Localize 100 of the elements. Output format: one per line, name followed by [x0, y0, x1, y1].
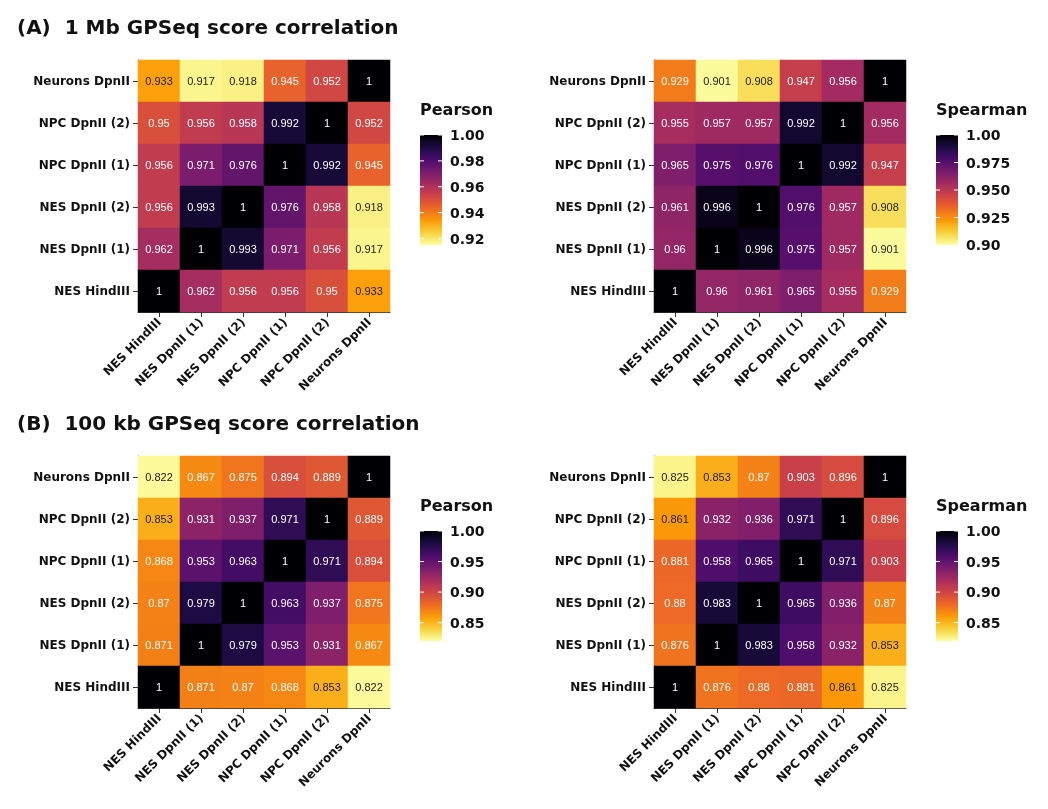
data-label: 0.983 [745, 639, 773, 651]
data-label: 0.993 [187, 201, 215, 213]
data-label: 0.961 [661, 201, 689, 213]
y-tick-label: Neurons DpnII [549, 470, 646, 484]
data-label: 1 [881, 471, 889, 483]
data-label: 0.87 [148, 597, 170, 609]
data-label: 1 [239, 201, 247, 213]
color-bar-label: 1.00 [450, 127, 485, 143]
data-label: 0.963 [271, 597, 299, 609]
data-label: 0.932 [703, 513, 731, 525]
data-label: 0.929 [661, 75, 689, 87]
data-label: 1 [281, 555, 289, 567]
data-label: 0.87 [232, 681, 254, 693]
color-bar-title: Spearman [936, 99, 1028, 119]
y-tick-label: NPC DpnII (2) [38, 512, 130, 526]
data-label: 0.87 [874, 597, 896, 609]
y-tick-label: NES DpnII (1) [39, 242, 130, 256]
data-label: 1 [839, 117, 847, 129]
data-label: 0.975 [787, 243, 815, 255]
color-bar-label: 0.90 [966, 237, 1001, 253]
data-label: 0.894 [271, 471, 299, 483]
data-label: 0.87 [748, 471, 770, 483]
data-label: 0.875 [355, 597, 383, 609]
y-tick-label: NES HindIII [54, 284, 130, 298]
data-label: 0.947 [871, 159, 899, 171]
data-label: 0.96 [664, 243, 686, 255]
data-label: 0.871 [145, 639, 173, 651]
y-tick-label: NES HindIII [570, 284, 646, 298]
data-label: 0.947 [787, 75, 815, 87]
data-label: 1 [713, 243, 721, 255]
data-label: 0.931 [187, 513, 215, 525]
data-label: 0.958 [229, 117, 257, 129]
data-label: 0.958 [787, 639, 815, 651]
data-label: 0.976 [787, 201, 815, 213]
data-label: 1 [365, 75, 373, 87]
data-label: 0.825 [871, 681, 899, 693]
color-bar-label: 0.94 [450, 204, 485, 221]
data-label: 0.971 [271, 513, 299, 525]
y-tick-label: NPC DpnII (2) [554, 512, 646, 526]
y-tick-label: NES DpnII (2) [39, 596, 130, 610]
data-label: 0.958 [703, 555, 731, 567]
data-label: 0.965 [787, 285, 815, 297]
data-label: 1 [197, 243, 205, 255]
data-label: 0.918 [355, 201, 383, 213]
y-tick-label: NPC DpnII (1) [38, 554, 130, 568]
data-label: 1 [155, 681, 163, 693]
color-bar-title: Spearman [936, 495, 1028, 515]
data-label: 0.965 [745, 555, 773, 567]
data-label: 0.983 [703, 597, 731, 609]
data-label: 1 [281, 159, 289, 171]
data-label: 0.956 [229, 285, 257, 297]
data-label: 0.971 [829, 555, 857, 567]
data-label: 0.971 [787, 513, 815, 525]
data-label: 0.917 [187, 75, 215, 87]
data-label: 0.889 [355, 513, 383, 525]
data-label: 0.901 [703, 75, 731, 87]
data-label: 1 [881, 75, 889, 87]
data-label: 0.88 [748, 681, 770, 693]
y-tick-label: Neurons DpnII [549, 74, 646, 88]
data-label: 0.918 [229, 75, 257, 87]
data-label: 0.957 [829, 201, 857, 213]
data-label: 0.965 [787, 597, 815, 609]
data-label: 0.976 [229, 159, 257, 171]
data-label: 0.956 [313, 243, 341, 255]
data-label: 0.971 [271, 243, 299, 255]
y-tick-label: NPC DpnII (1) [554, 554, 646, 568]
data-label: 0.861 [829, 681, 857, 693]
data-label: 0.871 [187, 681, 215, 693]
data-label: 1 [323, 117, 331, 129]
data-label: 0.933 [355, 285, 383, 297]
data-label: 0.903 [871, 555, 899, 567]
data-label: 0.936 [745, 513, 773, 525]
data-label: 0.881 [661, 555, 689, 567]
y-tick-label: NES DpnII (1) [555, 242, 646, 256]
data-label: 0.936 [829, 597, 857, 609]
data-label: 0.976 [271, 201, 299, 213]
data-label: 0.903 [787, 471, 815, 483]
data-label: 1 [713, 639, 721, 651]
y-tick-label: NPC DpnII (2) [38, 116, 130, 130]
data-label: 0.956 [871, 117, 899, 129]
data-label: 0.822 [355, 681, 383, 693]
data-label: 0.971 [187, 159, 215, 171]
data-label: 1 [797, 159, 805, 171]
color-bar-label: 0.85 [966, 614, 1001, 631]
data-label: 0.933 [145, 75, 173, 87]
y-tick-label: NES HindIII [54, 680, 130, 694]
data-label: 0.956 [145, 159, 173, 171]
color-bar-label: 0.975 [966, 154, 1011, 171]
data-label: 0.955 [661, 117, 689, 129]
data-label: 1 [323, 513, 331, 525]
y-tick-label: NES DpnII (2) [555, 200, 646, 214]
color-bar-title: Pearson [420, 99, 494, 119]
data-label: 0.956 [271, 285, 299, 297]
data-label: 0.861 [661, 513, 689, 525]
data-label: 0.96 [706, 285, 728, 297]
data-label: 0.853 [313, 681, 341, 693]
color-bar-title: Pearson [420, 495, 494, 515]
data-label: 0.962 [145, 243, 173, 255]
data-label: 0.931 [313, 639, 341, 651]
data-label: 0.956 [829, 75, 857, 87]
